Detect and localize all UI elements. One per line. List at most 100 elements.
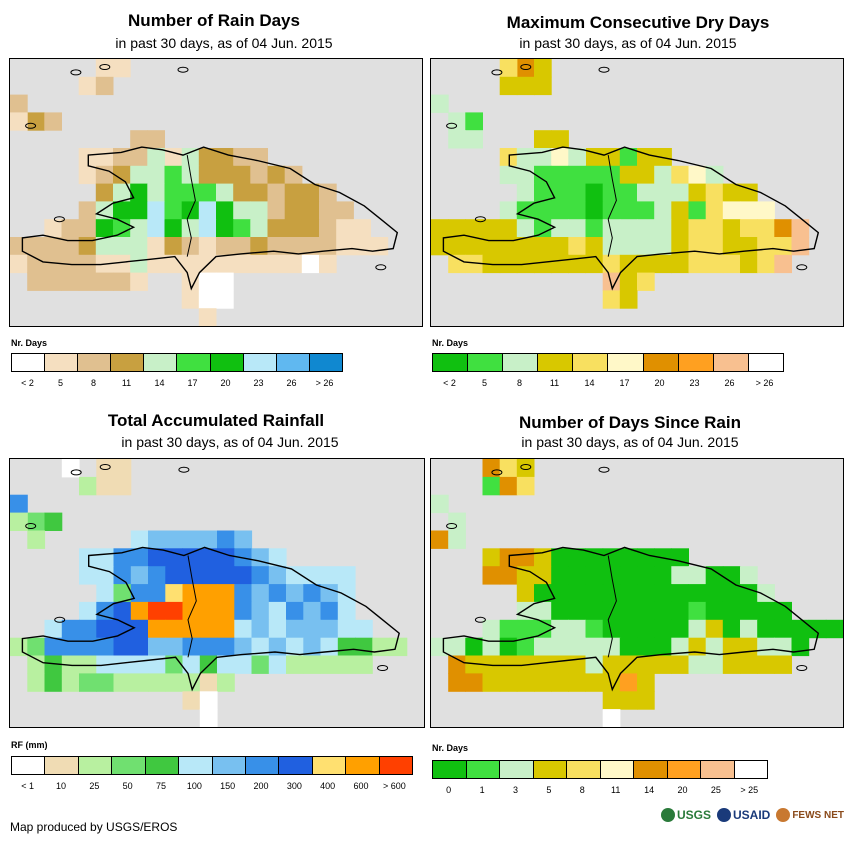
grid-cell — [637, 601, 655, 621]
grid-cell — [337, 637, 356, 657]
grid-cell — [199, 619, 218, 639]
legend-tick-label: 200 — [253, 781, 269, 791]
grid-cell — [499, 566, 518, 585]
grid-cell — [568, 584, 586, 603]
small-island-outline — [446, 523, 458, 529]
grid-cell — [740, 637, 758, 657]
grid-cell — [465, 112, 483, 131]
grid-cell — [516, 219, 535, 238]
grid-cell — [516, 584, 535, 603]
grid-cell — [78, 201, 97, 220]
grid-cell — [181, 254, 200, 274]
grid-cell — [568, 201, 586, 220]
usgs-logo-text: USGS — [676, 808, 711, 822]
legend-tick-label: 8 — [90, 378, 97, 388]
grid-cell — [705, 619, 724, 639]
legend-tick-label: 23 — [253, 378, 264, 388]
grid-cell — [688, 183, 707, 202]
grid-cell — [267, 201, 286, 220]
legend-swatch — [643, 354, 679, 371]
grid-cell — [303, 584, 322, 603]
legend-label-dry-days: Nr. Days — [432, 338, 469, 348]
grid-cell — [301, 254, 320, 274]
grid-cell — [198, 237, 217, 256]
grid-cell — [234, 601, 253, 621]
legend-swatch — [567, 761, 601, 778]
grid-cell — [389, 637, 408, 657]
grid-cell — [585, 219, 604, 238]
grid-cell — [551, 637, 569, 657]
grid-cell — [251, 637, 270, 657]
grid-cell — [113, 655, 132, 674]
grid-cell — [182, 530, 201, 549]
grid-cell — [516, 459, 535, 478]
legend-tick-label: > 26 — [755, 378, 774, 388]
panel-title-rainfall: Total Accumulated Rainfall — [107, 411, 325, 430]
grid-cell — [551, 130, 569, 149]
grid-cell — [78, 219, 97, 238]
grid-cell — [44, 112, 62, 131]
legend-swatch — [45, 354, 79, 371]
grid-cell — [602, 219, 621, 238]
small-island-outline — [70, 469, 82, 476]
grid-cell — [216, 201, 234, 220]
fews-net-logo-text: FEWS NET — [792, 809, 844, 821]
grid-cell — [130, 584, 149, 603]
grid-cell — [602, 272, 621, 291]
legend-tick-label: 8 — [516, 378, 523, 388]
grid-cell — [182, 655, 201, 674]
legend-swatch — [734, 761, 767, 778]
grid-cell — [319, 237, 337, 256]
grid-cell — [637, 165, 655, 185]
grid-cell — [44, 254, 62, 274]
map-rainfall[interactable] — [9, 458, 425, 728]
coastline-outline — [442, 146, 820, 291]
grid-cell — [199, 637, 218, 657]
legend-swatch — [667, 761, 701, 778]
map-days-since-rain[interactable] — [430, 458, 844, 728]
grid-cell — [301, 201, 320, 220]
grid-cell — [757, 601, 775, 621]
grid-cell — [78, 165, 97, 185]
grid-cell — [516, 673, 535, 692]
legend-swatch — [145, 757, 180, 774]
grid-cell — [234, 566, 253, 585]
grid-cell — [198, 308, 217, 326]
grid-cell — [286, 619, 304, 639]
grid-cell — [251, 601, 270, 621]
grid-cell — [372, 637, 391, 657]
grid-cell — [233, 183, 251, 202]
map-rain-days[interactable] — [9, 58, 423, 327]
grid-cell — [165, 530, 184, 549]
grid-cell — [534, 566, 552, 585]
legend-bar-rain-days — [11, 353, 343, 372]
grid-cell — [722, 219, 741, 238]
grid-cell — [337, 601, 356, 621]
grid-cell — [482, 459, 501, 478]
grid-cell — [113, 272, 131, 291]
legend-tick-label: > 26 — [315, 378, 334, 388]
grid-cell — [637, 637, 655, 657]
grid-cell — [268, 655, 287, 674]
grid-cell — [250, 148, 268, 167]
grid-cell — [568, 619, 586, 639]
grid-cell — [10, 237, 28, 256]
small-island-outline — [54, 616, 66, 623]
grid-cell — [688, 655, 707, 674]
grid-cell — [705, 201, 724, 220]
grid-cell — [619, 691, 638, 710]
grid-cell — [705, 219, 724, 238]
grid-cell — [619, 566, 638, 585]
grid-cell — [499, 476, 518, 496]
small-island-outline — [25, 523, 37, 529]
grid-cell — [791, 619, 810, 639]
grid-cell — [499, 459, 518, 478]
map-dry-days[interactable] — [430, 58, 844, 327]
grid-cell — [130, 601, 149, 621]
grid-cell — [267, 254, 286, 274]
legend-tick-label: 10 — [55, 781, 67, 791]
grid-cell — [671, 219, 689, 238]
grid-cell — [465, 219, 483, 238]
panel-title-days-since-rain: Number of Days Since Rain — [518, 413, 741, 432]
grid-cell — [757, 637, 775, 657]
